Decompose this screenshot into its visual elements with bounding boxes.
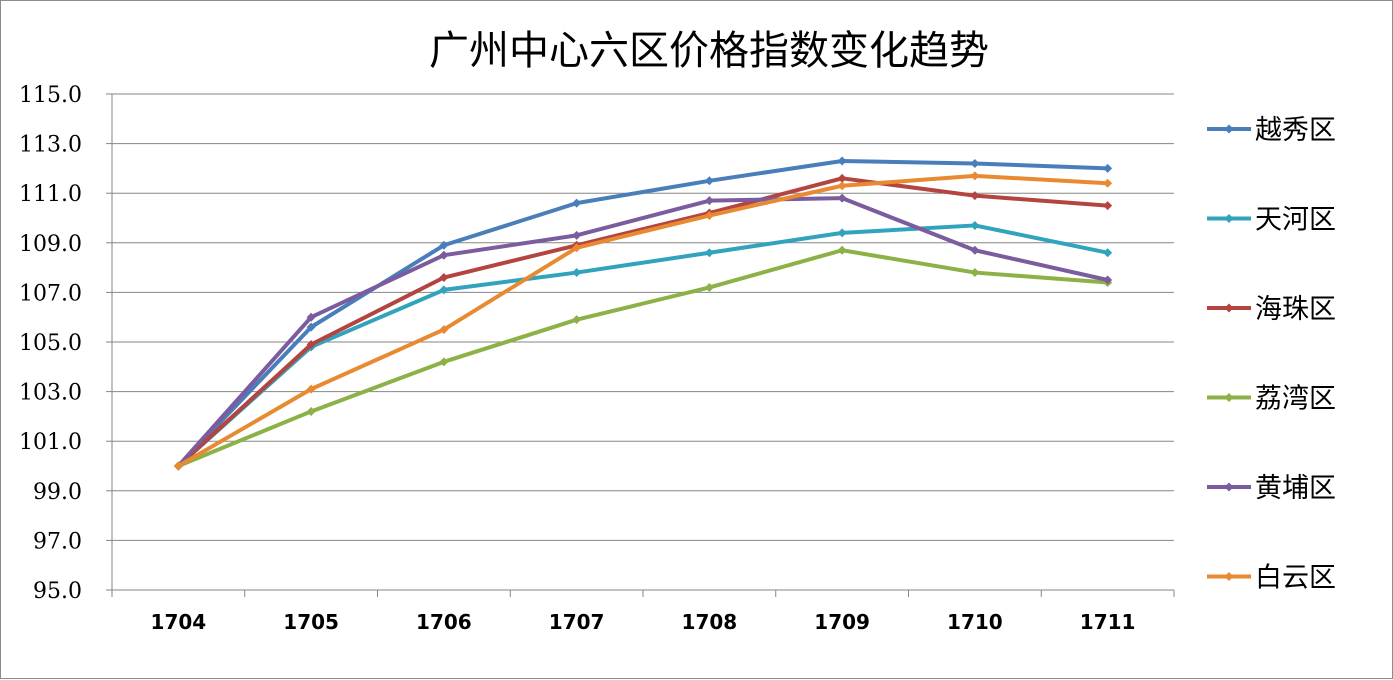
legend-marker [1224, 303, 1234, 313]
data-point [572, 268, 582, 278]
data-point [439, 250, 449, 260]
legend-label: 越秀区 [1255, 115, 1336, 146]
data-point [837, 193, 847, 203]
legend-item: 越秀区 [1207, 115, 1336, 146]
data-point [1103, 248, 1113, 258]
x-tick-label: 1704 [151, 610, 207, 634]
data-point [704, 196, 714, 206]
x-tick-label: 1705 [283, 610, 339, 634]
data-point [837, 156, 847, 166]
data-point [572, 198, 582, 208]
legend-item: 天河区 [1207, 205, 1336, 236]
data-point [572, 230, 582, 240]
gridlines [112, 93, 1174, 591]
chart-title: 广州中心六区价格指数变化趋势 [429, 28, 989, 74]
data-point [572, 243, 582, 253]
x-tick-label: 1709 [814, 610, 870, 634]
data-point [837, 173, 847, 183]
legend-item: 白云区 [1207, 563, 1336, 594]
legend-marker [1224, 482, 1234, 492]
series-line [176, 158, 1110, 468]
legend-marker [1224, 572, 1234, 581]
data-point [837, 181, 847, 191]
data-point [306, 322, 316, 332]
data-point [439, 273, 449, 283]
data-point [970, 191, 980, 201]
axes: 95.0 97.0 99.0 101.0 103.0 105.0 107.0 109.0 111… [19, 83, 1175, 634]
data-point [306, 339, 316, 349]
data-point [306, 406, 316, 416]
series-line [176, 196, 1110, 468]
series-2 [173, 220, 1113, 471]
data-point [439, 325, 449, 335]
data-point [306, 384, 316, 394]
series-line [176, 248, 1110, 468]
series-1 [173, 156, 1113, 471]
y-tick-label: 95.0 [33, 579, 82, 604]
x-tick-label: 1707 [549, 610, 605, 634]
legend-item: 海珠区 [1207, 294, 1336, 325]
legend-item: 黄埔区 [1207, 473, 1336, 504]
data-point [572, 315, 582, 325]
legend-label: 黄埔区 [1255, 473, 1336, 504]
data-point [970, 220, 980, 230]
y-tick-label: 105.0 [19, 331, 82, 356]
data-point [439, 240, 449, 250]
data-point [1103, 163, 1113, 173]
data-point [704, 176, 714, 186]
y-tick-label: 107.0 [19, 281, 82, 306]
y-tick-label: 115.0 [19, 83, 82, 108]
series-line [176, 176, 1110, 468]
data-point [1103, 178, 1113, 188]
series-5 [173, 193, 1113, 471]
data-point [1103, 275, 1113, 285]
legend-marker [1224, 124, 1234, 134]
legend-label: 天河区 [1255, 205, 1336, 236]
y-tick-label: 109.0 [19, 232, 82, 257]
legend-label: 荔湾区 [1255, 384, 1336, 415]
data-point [306, 312, 316, 322]
legend-label: 海珠区 [1255, 294, 1336, 325]
y-tick-label: 103.0 [19, 381, 82, 406]
data-point [837, 228, 847, 238]
legend-marker [1224, 214, 1234, 223]
y-tick-label: 113.0 [19, 133, 82, 158]
legend-item: 荔湾区 [1207, 384, 1336, 415]
y-tick-label: 97.0 [33, 529, 82, 554]
data-point [704, 282, 714, 292]
legend-label: 白云区 [1255, 563, 1336, 594]
y-tick-label: 111.0 [19, 182, 82, 207]
data-point [173, 461, 183, 471]
y-tick-label: 101.0 [19, 430, 82, 455]
legend-marker [1224, 393, 1234, 402]
x-tick-label: 1706 [416, 610, 472, 634]
x-tick-label: 1708 [682, 610, 738, 634]
data-point [970, 158, 980, 168]
data-point [704, 248, 714, 258]
data-point [837, 245, 847, 255]
series-6 [173, 171, 1113, 471]
data-point [704, 211, 714, 221]
series-lines [173, 156, 1113, 471]
series-line [176, 173, 1110, 468]
series-line [176, 223, 1110, 468]
x-tick-label: 1710 [947, 610, 1003, 634]
data-point [970, 171, 980, 181]
data-point [970, 245, 980, 255]
series-4 [173, 245, 1113, 471]
data-point [439, 285, 449, 295]
data-point [439, 357, 449, 367]
data-point [1103, 201, 1113, 211]
x-tick-label: 1711 [1080, 610, 1136, 634]
y-tick-label: 99.0 [33, 480, 82, 505]
data-point [970, 268, 980, 278]
